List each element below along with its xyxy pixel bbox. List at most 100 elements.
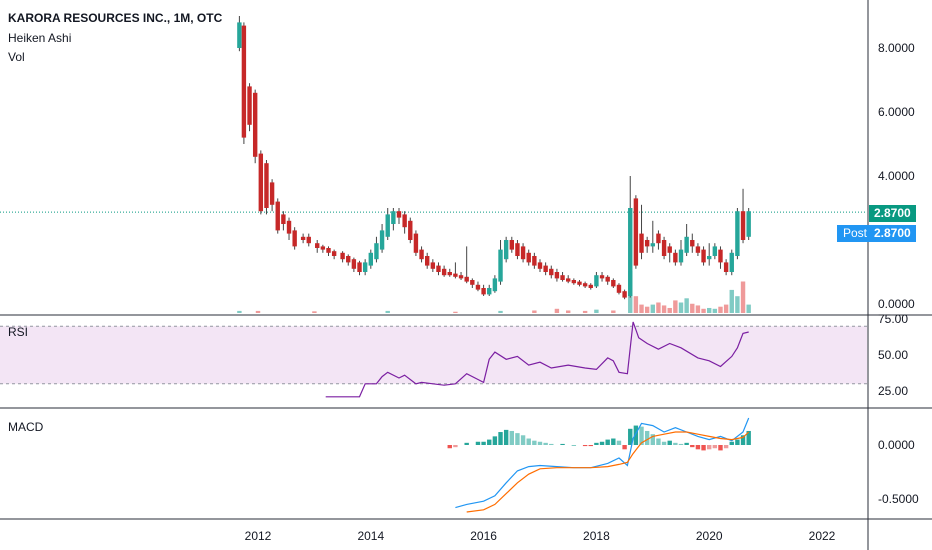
price-tick-label: 8.0000 bbox=[878, 41, 915, 55]
candle-body bbox=[588, 284, 593, 288]
macd-histogram-bar bbox=[622, 445, 627, 450]
macd-histogram-bar bbox=[656, 438, 661, 445]
candle-body bbox=[611, 280, 616, 287]
volume-bar bbox=[712, 308, 718, 313]
macd-histogram-bar bbox=[447, 445, 452, 449]
macd-histogram-bar bbox=[492, 436, 498, 445]
volume-bar bbox=[594, 309, 599, 313]
rsi-tick-label: 75.00 bbox=[878, 312, 908, 326]
candle-body bbox=[594, 275, 599, 287]
last-price-badge: 2.8700 bbox=[869, 205, 916, 222]
candle-body bbox=[247, 86, 252, 125]
candle-body bbox=[577, 281, 582, 285]
volume-bar bbox=[735, 296, 740, 313]
candle-body bbox=[320, 246, 326, 250]
chart-title: KARORA RESOURCES INC., 1M, OTC bbox=[8, 11, 223, 25]
candle-body bbox=[707, 256, 712, 260]
candle-body bbox=[331, 251, 337, 256]
macd-histogram-bar bbox=[520, 435, 526, 445]
volume-bar bbox=[718, 306, 723, 313]
macd-histogram-bar bbox=[588, 445, 593, 447]
candle-body bbox=[746, 211, 751, 237]
rsi-label: RSI bbox=[8, 325, 29, 339]
candle-body bbox=[667, 246, 672, 253]
candle-body bbox=[281, 214, 286, 224]
candle-body bbox=[644, 240, 650, 247]
candle-body bbox=[661, 240, 667, 256]
candle-body bbox=[315, 243, 320, 248]
volume-bar bbox=[582, 310, 588, 313]
volume-bar bbox=[639, 304, 644, 313]
candle-body bbox=[458, 275, 464, 279]
candle-body bbox=[678, 249, 684, 263]
macd-histogram-bar bbox=[661, 441, 667, 445]
macd-histogram-bar bbox=[532, 440, 537, 445]
macd-histogram-bar bbox=[571, 445, 577, 446]
candle-body bbox=[537, 262, 543, 269]
candle-body bbox=[385, 214, 390, 237]
candle-body bbox=[340, 252, 345, 260]
volume-bar bbox=[255, 310, 261, 313]
candle-body bbox=[701, 249, 706, 263]
macd-histogram-bar bbox=[673, 442, 678, 445]
candle-body bbox=[622, 291, 627, 298]
candle-body bbox=[241, 25, 247, 138]
candle-body bbox=[379, 230, 385, 250]
post-label: Post bbox=[837, 225, 874, 242]
macd-histogram-bar bbox=[487, 439, 492, 445]
candle-body bbox=[582, 283, 588, 287]
volume-bar bbox=[746, 304, 751, 313]
candle-body bbox=[408, 220, 413, 240]
volume-bar bbox=[633, 296, 639, 313]
macd-histogram-bar bbox=[509, 430, 514, 445]
macd-histogram-bar bbox=[695, 445, 701, 450]
volume-bar bbox=[554, 308, 560, 313]
rsi-tick-label: 25.00 bbox=[878, 384, 908, 398]
candle-body bbox=[605, 276, 610, 282]
time-tick-label: 2022 bbox=[809, 529, 836, 543]
candle-body bbox=[498, 249, 503, 282]
macd-histogram-bar bbox=[560, 443, 565, 445]
macd-histogram-bar bbox=[678, 443, 684, 445]
candle-body bbox=[374, 243, 379, 260]
candle-body bbox=[441, 268, 447, 276]
candle-body bbox=[599, 275, 605, 279]
candle-body bbox=[526, 252, 531, 263]
candle-body bbox=[286, 220, 292, 234]
candle-body bbox=[346, 256, 351, 263]
macd-histogram-bar bbox=[712, 445, 718, 449]
volume-bar bbox=[312, 311, 317, 313]
candle-body bbox=[357, 262, 362, 272]
time-tick-label: 2016 bbox=[470, 529, 497, 543]
candle-body bbox=[571, 280, 577, 284]
candle-body bbox=[487, 288, 492, 295]
candle-body bbox=[413, 233, 419, 253]
candle-body bbox=[492, 278, 498, 292]
time-tick-label: 2012 bbox=[245, 529, 272, 543]
candle-body bbox=[425, 256, 430, 266]
signal-line bbox=[466, 431, 750, 513]
candle-body bbox=[554, 272, 560, 279]
macd-histogram-bar bbox=[735, 439, 740, 445]
macd-histogram-bar bbox=[526, 438, 531, 445]
time-tick-label: 2014 bbox=[357, 529, 384, 543]
macd-histogram-bar bbox=[723, 445, 729, 449]
volume-bar bbox=[729, 289, 734, 313]
candle-body bbox=[616, 284, 622, 293]
macd-histogram-bar bbox=[628, 428, 633, 445]
candle-body bbox=[723, 262, 729, 272]
candle-body bbox=[436, 265, 441, 272]
candle-body bbox=[740, 211, 746, 240]
candle-body bbox=[475, 284, 481, 290]
macd-tick-label: -0.5000 bbox=[878, 492, 919, 506]
candle-body bbox=[735, 211, 740, 256]
candle-body bbox=[712, 246, 718, 256]
candle-body bbox=[656, 233, 661, 244]
candle-body bbox=[275, 201, 280, 231]
macd-histogram-bar bbox=[464, 442, 469, 445]
volume-bar bbox=[453, 311, 458, 313]
candle-body bbox=[362, 262, 368, 272]
candle-body bbox=[351, 259, 357, 269]
candle-body bbox=[264, 163, 269, 208]
